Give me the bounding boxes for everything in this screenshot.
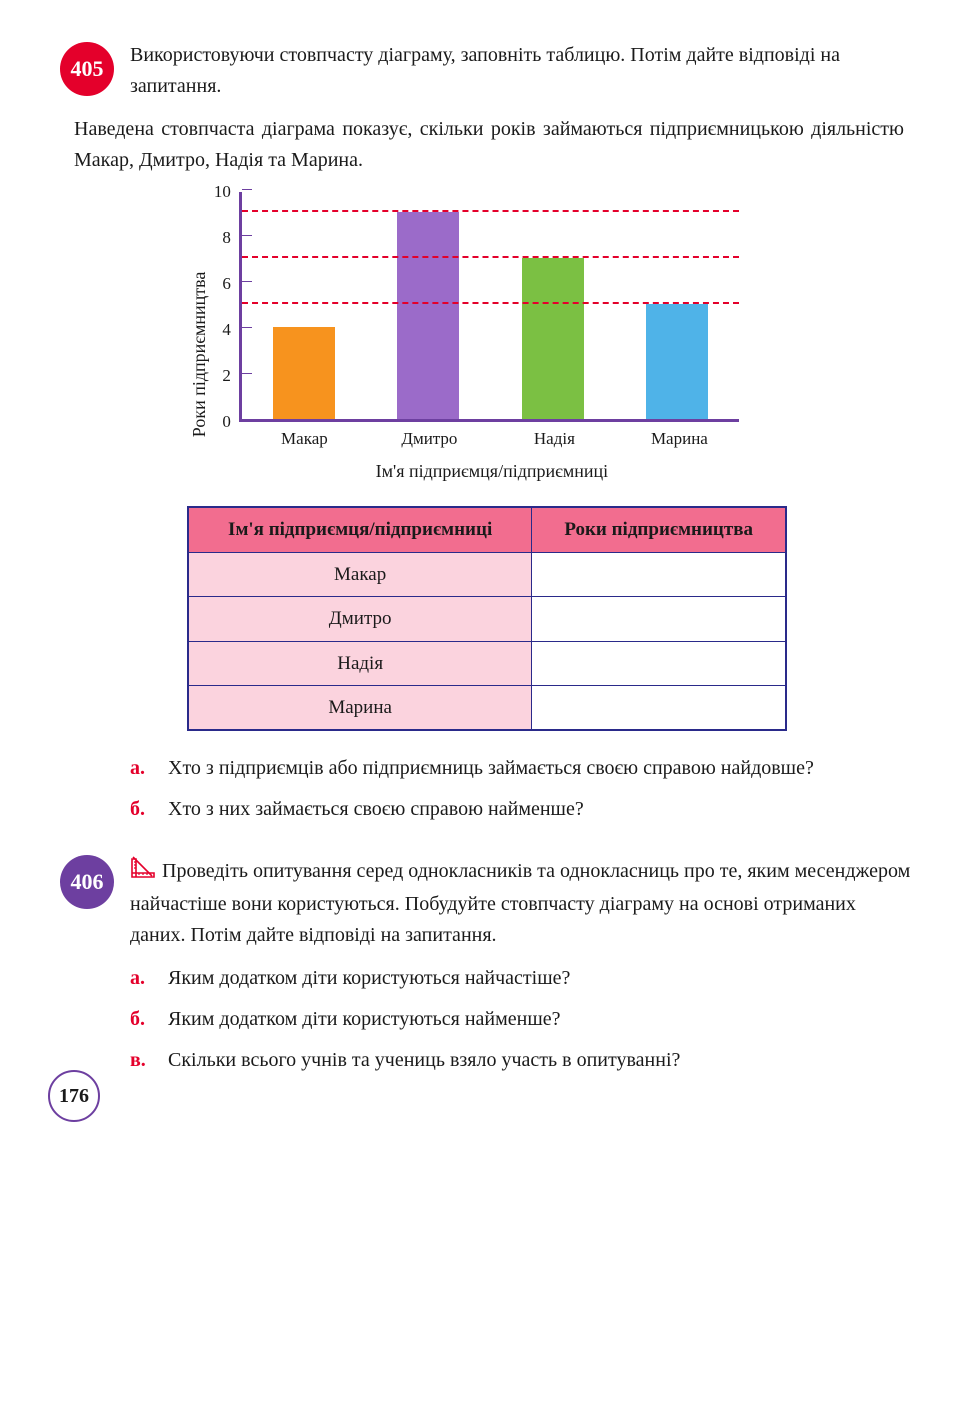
chart-plot-area bbox=[239, 192, 739, 422]
table-cell bbox=[532, 552, 786, 596]
chart-ylabel: Роки підприємництва bbox=[180, 192, 214, 486]
table-cell bbox=[532, 685, 786, 730]
table-row: Макар bbox=[188, 552, 786, 596]
fill-table: Ім'я підприємця/підприємниціРоки підприє… bbox=[187, 506, 787, 731]
chart-bar bbox=[273, 327, 335, 419]
table-header-cell: Ім'я підприємця/підприємниці bbox=[188, 507, 532, 552]
chart-bar bbox=[522, 258, 584, 419]
chart-yticks: 0246810 bbox=[214, 192, 239, 422]
chart-bar bbox=[397, 212, 459, 419]
page-number-circle: 176 bbox=[48, 1070, 100, 1122]
task-406-questions: а. Яким додатком діти користуються найчас… bbox=[130, 963, 894, 1076]
task-406-head: 406 Проведіть опитування серед однокласн… bbox=[60, 853, 914, 951]
question-text: Скільки всього учнів та учениць взяло уч… bbox=[168, 1045, 894, 1076]
page-number: 176 bbox=[48, 1070, 100, 1122]
chart-xlabel-item: Марина bbox=[634, 426, 724, 452]
question-text: Хто з підприємців або підприємниць займа… bbox=[168, 753, 894, 784]
task-405-intro: Використовуючи стовпчасту діаграму, запо… bbox=[130, 40, 914, 102]
question-label: а. bbox=[130, 963, 154, 994]
question-label: б. bbox=[130, 1004, 154, 1035]
task-405-head: 405 Використовуючи стовпчасту діаграму, … bbox=[60, 40, 914, 102]
table-header-row: Ім'я підприємця/підприємниціРоки підприє… bbox=[188, 507, 786, 552]
table-cell: Марина bbox=[188, 685, 532, 730]
task-405-questions: а. Хто з підприємців або підприємниць зай… bbox=[130, 753, 894, 825]
ruler-pencil-icon bbox=[130, 853, 156, 889]
question-item: в. Скільки всього учнів та учениць взяло … bbox=[130, 1045, 894, 1076]
question-item: б. Хто з них займається своєю справою най… bbox=[130, 794, 894, 825]
chart-xlabel-item: Дмитро bbox=[384, 426, 474, 452]
chart-xlabels: Макар Дмитро Надія Марина bbox=[242, 426, 742, 452]
chart-xlabel-item: Надія bbox=[509, 426, 599, 452]
table-row: Надія bbox=[188, 641, 786, 685]
chart-bar bbox=[646, 304, 708, 419]
question-label: б. bbox=[130, 794, 154, 825]
table-cell bbox=[532, 641, 786, 685]
bar-chart: Роки підприємництва 0246810 Макар Дмитро Н… bbox=[180, 192, 914, 486]
task-406-badge: 406 bbox=[60, 855, 114, 909]
table-row: Дмитро bbox=[188, 597, 786, 641]
question-label: а. bbox=[130, 753, 154, 784]
chart-xlabel: Ім'я підприємця/підприємниці bbox=[242, 458, 742, 486]
chart-xlabel-item: Макар bbox=[259, 426, 349, 452]
table-cell bbox=[532, 597, 786, 641]
question-item: а. Хто з підприємців або підприємниць зай… bbox=[130, 753, 894, 784]
task-406-text: Проведіть опитування серед однокласників… bbox=[130, 853, 914, 951]
question-item: а. Яким додатком діти користуються найчас… bbox=[130, 963, 894, 994]
question-label: в. bbox=[130, 1045, 154, 1076]
chart-bars bbox=[242, 192, 739, 419]
task-406: 406 Проведіть опитування серед однокласн… bbox=[60, 853, 914, 1076]
question-item: б. Яким додатком діти користуються наймен… bbox=[130, 1004, 894, 1035]
table-header-cell: Роки підприємництва bbox=[532, 507, 786, 552]
task-405-badge: 405 bbox=[60, 42, 114, 96]
task-406-body-text: Проведіть опитування серед однокласників… bbox=[130, 860, 910, 946]
table-cell: Макар bbox=[188, 552, 532, 596]
table-body: МакарДмитроНадіяМарина bbox=[188, 552, 786, 730]
task-405: 405 Використовуючи стовпчасту діаграму, … bbox=[60, 40, 914, 825]
question-text: Хто з них займається своєю справою найме… bbox=[168, 794, 894, 825]
table-row: Марина bbox=[188, 685, 786, 730]
table-cell: Надія bbox=[188, 641, 532, 685]
table-cell: Дмитро bbox=[188, 597, 532, 641]
question-text: Яким додатком діти користуються найменше… bbox=[168, 1004, 894, 1035]
task-405-desc: Наведена стовпчаста діаграма показує, ск… bbox=[74, 114, 904, 176]
question-text: Яким додатком діти користуються найчасті… bbox=[168, 963, 894, 994]
